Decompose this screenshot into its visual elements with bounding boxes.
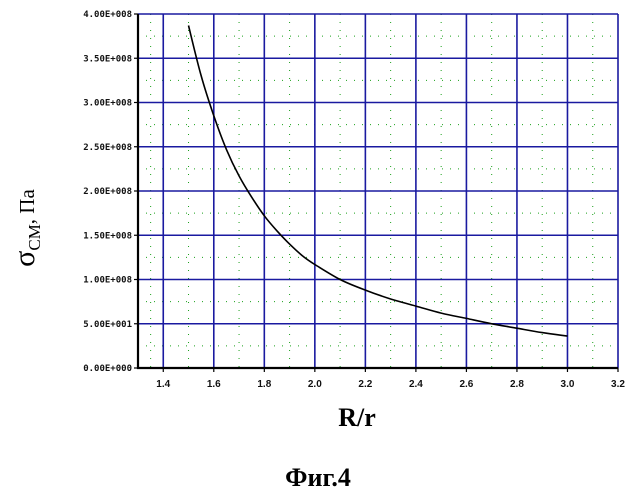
x-tick-label: 2.6 [459,379,473,390]
x-tick-label: 2.2 [358,379,372,390]
y-tick-label: 5.00E+001 [83,320,132,330]
y-axis-label-unit: , Па [15,189,39,225]
x-tick-label: 1.6 [207,379,221,390]
x-tick-label: 1.8 [257,379,271,390]
y-tick-label: 2.50E+008 [83,143,132,153]
x-tick-label: 3.0 [561,379,575,390]
y-tick-label: 2.00E+008 [83,187,132,197]
y-tick-label: 1.00E+008 [83,276,132,286]
y-axis-label-sub: СМ [25,224,44,250]
x-tick-label: 2.0 [308,379,322,390]
y-tick-label: 3.50E+008 [83,54,132,64]
x-axis-label: R/r [338,403,376,432]
x-tick-label: 1.4 [156,379,170,390]
y-axis-label-main: σ [8,251,41,267]
x-tick-label: 2.4 [409,379,423,390]
figure-caption: Фиг.4 [285,463,351,492]
x-tick-label: 2.8 [510,379,524,390]
y-tick-label: 3.00E+008 [83,99,132,109]
y-tick-label: 0.00E+000 [83,364,132,374]
y-tick-label: 4.00E+008 [83,10,132,20]
x-tick-label: 3.2 [611,379,625,390]
y-tick-label: 1.50E+008 [83,231,132,241]
